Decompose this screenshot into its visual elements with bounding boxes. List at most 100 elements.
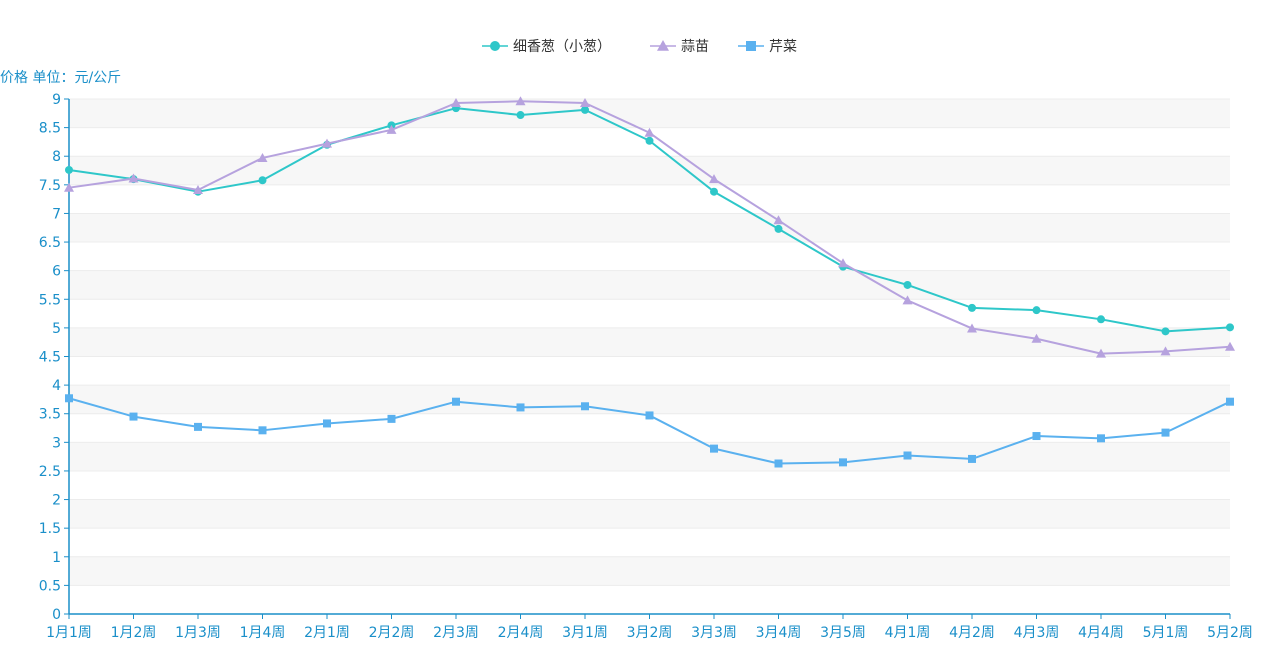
data-point[interactable] — [774, 224, 783, 233]
data-point[interactable] — [1032, 432, 1041, 441]
series-2 — [64, 96, 1235, 358]
legend-label: 细香葱（小葱） — [513, 39, 611, 55]
grid-band — [69, 499, 1230, 529]
data-point[interactable] — [323, 419, 331, 428]
data-point[interactable] — [902, 295, 913, 305]
x-tick-label: 3月5周 — [820, 625, 866, 641]
grid-band — [69, 270, 1230, 300]
data-point[interactable] — [516, 111, 525, 120]
data-point[interactable] — [1096, 348, 1106, 358]
y-axis-label: 价格 单位：元/公斤 — [0, 70, 121, 86]
data-point[interactable] — [968, 303, 976, 312]
legend-label: 芹菜 — [769, 39, 797, 55]
data-point[interactable] — [1161, 428, 1170, 437]
x-tick-label: 2月1周 — [304, 625, 350, 641]
data-point[interactable] — [322, 138, 332, 148]
grid-band — [69, 156, 1230, 185]
x-axis-ticks: 1月1周 1月2周 1月3周 1月4周 2月1周 2月2周 2月3周 2月4周 3月1周 3月2周… — [46, 614, 1253, 641]
x-tick-label: 3月3周 — [691, 625, 737, 641]
grid-band — [69, 327, 1230, 357]
data-point[interactable] — [258, 176, 267, 185]
data-point[interactable] — [129, 412, 138, 421]
x-tick-label: 4月4周 — [1078, 625, 1124, 641]
data-point[interactable] — [452, 397, 460, 406]
legend-item-2[interactable]: 蒜苗 — [650, 39, 709, 55]
data-point[interactable] — [1226, 323, 1234, 332]
y-axis-ticks: 0 0.5 1 1.5 2 2.5 3 3.5 4 4.5 5 5.5 6 6.5 7 7.5 8 8.5 9 — [39, 92, 69, 623]
data-point[interactable] — [451, 98, 461, 108]
data-point[interactable] — [258, 426, 267, 435]
data-point[interactable] — [386, 124, 397, 134]
x-tick-label: 3月4周 — [756, 625, 802, 641]
data-point[interactable] — [903, 451, 912, 460]
legend-marker[interactable] — [746, 41, 756, 51]
data-point[interactable] — [1031, 333, 1042, 343]
data-point[interactable] — [1032, 306, 1041, 315]
data-point[interactable] — [257, 152, 268, 162]
y-tick-label: 8.5 — [39, 121, 61, 137]
data-point[interactable] — [839, 458, 847, 467]
data-point[interactable] — [773, 215, 784, 225]
series-3 — [65, 394, 1234, 468]
data-point[interactable] — [128, 173, 139, 183]
data-point[interactable] — [644, 127, 655, 137]
x-tick-label: 1月1周 — [46, 625, 92, 641]
data-point[interactable] — [194, 422, 202, 431]
data-point[interactable] — [903, 280, 912, 289]
grid-bands — [69, 99, 1230, 586]
data-point[interactable] — [710, 444, 718, 453]
x-tick-label: 2月4周 — [498, 625, 544, 641]
data-point[interactable] — [65, 165, 73, 174]
x-tick-label: 2月3周 — [433, 625, 479, 641]
grid-band — [69, 442, 1230, 471]
y-tick-label: 0.5 — [39, 578, 61, 594]
x-tick-label: 3月2周 — [627, 625, 673, 641]
data-point[interactable] — [64, 182, 74, 192]
data-point[interactable] — [193, 184, 203, 194]
data-point[interactable] — [1161, 327, 1170, 336]
y-tick-label: 8 — [52, 149, 61, 165]
y-tick-label: 3 — [52, 435, 61, 451]
data-point[interactable] — [516, 403, 525, 412]
data-point[interactable] — [1225, 341, 1235, 351]
y-tick-label: 5.5 — [39, 292, 61, 308]
data-point[interactable] — [967, 323, 977, 333]
x-tick-label: 4月1周 — [885, 625, 931, 641]
x-tick-label: 1月2周 — [111, 625, 157, 641]
data-point[interactable] — [968, 454, 976, 463]
data-point[interactable] — [580, 98, 590, 108]
y-tick-label: 1 — [52, 550, 61, 566]
data-point[interactable] — [65, 394, 73, 403]
x-tick-label: 5月1周 — [1143, 625, 1189, 641]
series-group — [64, 96, 1235, 468]
grid-band — [69, 385, 1230, 414]
data-point[interactable] — [1097, 434, 1105, 443]
data-point[interactable] — [387, 414, 396, 423]
y-tick-label: 7 — [52, 206, 61, 222]
data-point[interactable] — [645, 136, 654, 145]
legend-item-1[interactable]: 细香葱（小葱） — [482, 39, 611, 55]
data-point[interactable] — [838, 258, 848, 268]
x-tick-label: 2月2周 — [369, 625, 415, 641]
y-tick-label: 5 — [52, 321, 61, 337]
data-point[interactable] — [581, 402, 589, 411]
grid-lines — [69, 98, 1230, 615]
data-point[interactable] — [774, 459, 783, 468]
x-tick-label: 5月2周 — [1207, 625, 1253, 641]
legend[interactable]: 细香葱（小葱） 蒜苗 芹菜 — [482, 39, 797, 55]
data-point[interactable] — [710, 187, 718, 196]
legend-item-3[interactable]: 芹菜 — [738, 39, 797, 55]
data-point[interactable] — [581, 105, 589, 114]
data-point[interactable] — [1160, 346, 1171, 356]
data-point[interactable] — [709, 174, 719, 184]
data-point[interactable] — [1097, 315, 1105, 324]
x-tick-label: 1月3周 — [175, 625, 221, 641]
data-point[interactable] — [1226, 397, 1234, 406]
data-point[interactable] — [645, 411, 654, 420]
y-tick-label: 2.5 — [39, 464, 61, 480]
legend-marker[interactable] — [657, 40, 669, 51]
data-point[interactable] — [515, 96, 526, 106]
grid-band — [69, 213, 1230, 243]
legend-marker[interactable] — [490, 41, 500, 51]
